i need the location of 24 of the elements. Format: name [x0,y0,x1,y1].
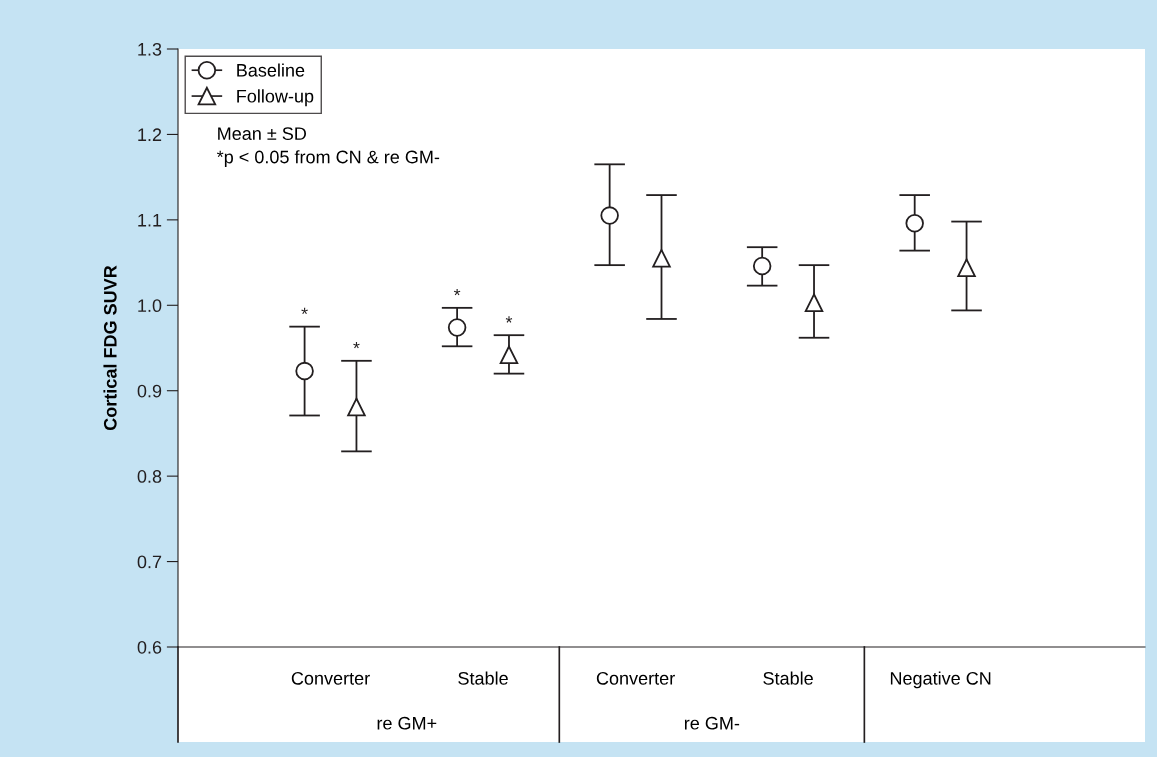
data-label: * [453,288,461,296]
y-tick-label: 1.2 [138,128,162,141]
x-tick-label: Converter [596,671,675,685]
data-label: * [353,341,360,349]
x-tick-label: Stable [763,671,813,685]
y-axis-title: Cortical FDG SUVR [103,265,117,431]
x-tick-label: Stable [458,671,508,685]
text: re GM+ [377,716,437,730]
x-tick-label: Converter [291,671,370,685]
y-tick-label: 0.9 [137,384,162,398]
y-tick-label: 0.8 [137,470,162,483]
legend-label: Baseline [237,63,305,77]
legend-label: Follow-up [237,89,314,107]
y-tick-label: 1.0 [138,299,162,313]
y-tick-label: 1.1 [138,213,162,227]
data-label: * [301,307,308,315]
y-tick-label: 0.6 [137,640,162,654]
data-label: * [505,316,513,323]
text: re GM- [684,716,740,730]
x-tick-label: Negative CN [890,671,991,689]
annotation: Mean ± SD [218,127,307,140]
annotation: *p < 0.05 from CN & re GM- [216,150,440,167]
y-tick-label: 0.7 [137,555,162,569]
y-tick-label: 1.3 [138,42,162,56]
